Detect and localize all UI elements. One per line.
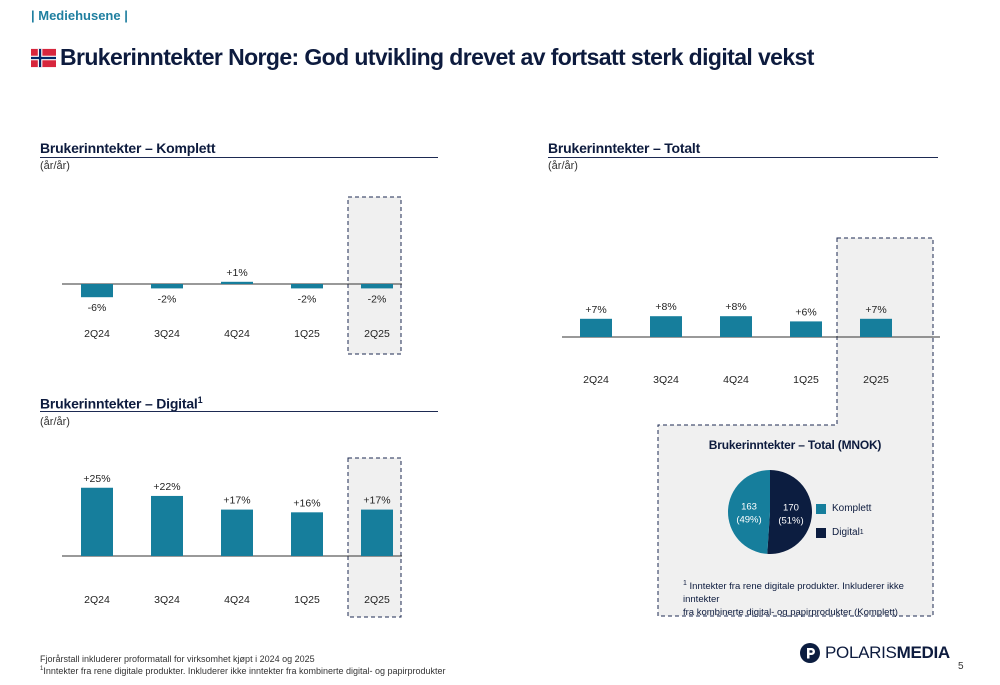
- data-label-3Q24: +22%: [153, 481, 180, 493]
- category-label-2Q25: 2Q25: [863, 374, 889, 386]
- pie-slice-komplett: [728, 470, 770, 554]
- footnote-proforma: Fjorårstall inkluderer proformatall for …: [40, 654, 315, 664]
- data-label-4Q24: +8%: [725, 301, 746, 313]
- bar-4Q24: [720, 316, 752, 337]
- polaris-logo-icon: [800, 643, 820, 663]
- legend-label-digital: Digital: [832, 527, 860, 538]
- bar-2Q24: [81, 284, 113, 298]
- legend-swatch-digital: [816, 527, 826, 538]
- chart-title-underline: [40, 411, 438, 412]
- bar-3Q24: [151, 495, 183, 556]
- chart-komplett: -6% 2Q24 -2% 3Q24 +1% 4Q24 -2% 1Q25 -2% 2Q25: [62, 196, 402, 355]
- section-tag: | Mediehusene |: [31, 8, 128, 23]
- data-label-2Q24: +25%: [83, 473, 110, 485]
- data-label-3Q24: +8%: [655, 301, 676, 313]
- category-label-1Q25: 1Q25: [793, 374, 819, 386]
- category-label-1Q25: 1Q25: [294, 594, 320, 606]
- data-label-1Q25: +16%: [293, 497, 320, 509]
- bar-1Q25: [291, 512, 323, 556]
- chart-title-underline: [548, 157, 938, 158]
- category-label-4Q24: 4Q24: [723, 374, 749, 386]
- data-label-4Q24: +1%: [226, 267, 247, 279]
- category-label-3Q24: 3Q24: [154, 328, 180, 340]
- bar-3Q24: [151, 284, 183, 289]
- polaris-media-logo: POLARISMEDIA: [800, 643, 950, 663]
- title-row: Brukerinntekter Norge: God utvikling dre…: [31, 44, 814, 71]
- category-label-2Q25: 2Q25: [364, 328, 390, 340]
- bar-4Q24: [221, 509, 253, 556]
- category-label-2Q24: 2Q24: [583, 374, 609, 386]
- legend-item-komplett: Komplett: [816, 503, 871, 514]
- logo-text-polaris: POLARIS: [825, 643, 897, 662]
- logo-text-media: MEDIA: [896, 643, 951, 662]
- pie-slice-digital: [767, 470, 812, 554]
- data-label-4Q24: +17%: [223, 495, 250, 507]
- pie-chart-title: Brukerinntekter – Total (MNOK): [708, 438, 882, 452]
- category-label-4Q24: 4Q24: [224, 328, 250, 340]
- chart-subtitle-digital: (år/år): [40, 416, 70, 428]
- bar-2Q24: [580, 318, 612, 337]
- chart-title-komplett: Brukerinntekter – Komplett: [40, 140, 216, 156]
- legend-label-komplett: Komplett: [832, 503, 872, 514]
- chart-totalt: +7% 2Q24 +8% 3Q24 +8% 4Q24 +6% 1Q25 +7% 2Q25: [562, 237, 940, 617]
- legend-item-digital: Digital 1: [816, 527, 864, 538]
- pie-value-komplett: 163: [741, 501, 757, 512]
- category-label-1Q25: 1Q25: [294, 328, 320, 340]
- data-label-2Q25: -2%: [368, 293, 387, 305]
- bar-3Q24: [650, 316, 682, 337]
- category-label-2Q24: 2Q24: [84, 594, 110, 606]
- page-title: Brukerinntekter Norge: God utvikling dre…: [60, 44, 814, 70]
- data-label-1Q25: -2%: [298, 293, 317, 305]
- legend-swatch-komplett: [816, 503, 826, 514]
- bar-2Q25: [860, 318, 892, 337]
- chart-digital: +25% 2Q24 +22% 3Q24 +17% 4Q24 +16% 1Q25 +17% 2Q25: [62, 457, 402, 618]
- chart-title-totalt: Brukerinntekter – Totalt: [548, 140, 701, 156]
- footnote-digital: 1Inntekter fra rene digitale produkter. …: [40, 666, 446, 676]
- highlight-box-2Q25: [347, 196, 402, 355]
- pie-pct-digital: (51%): [778, 516, 803, 527]
- bar-1Q25: [790, 321, 822, 337]
- chart-title-digital: Brukerinntekter – Digital1: [40, 395, 203, 412]
- pie-value-digital: 170: [783, 503, 799, 514]
- bar-4Q24: [221, 281, 253, 284]
- bar-2Q25: [361, 284, 393, 289]
- pie-box-note: 1 Inntekter fra rene digitale produkter.…: [683, 580, 904, 619]
- chart-subtitle-totalt: (år/år): [548, 160, 578, 172]
- pie-chart: 170 (51%) 163 (49%): [728, 470, 812, 554]
- data-label-1Q25: +6%: [795, 306, 816, 318]
- data-label-2Q25: +17%: [363, 495, 390, 507]
- category-label-3Q24: 3Q24: [154, 594, 180, 606]
- bar-1Q25: [291, 284, 323, 289]
- bar-2Q25: [361, 509, 393, 556]
- norway-flag-icon: [31, 48, 56, 67]
- category-label-2Q24: 2Q24: [84, 328, 110, 340]
- page-number: 5: [958, 661, 964, 672]
- chart-subtitle-komplett: (år/år): [40, 160, 70, 172]
- data-label-3Q24: -2%: [158, 293, 177, 305]
- category-label-4Q24: 4Q24: [224, 594, 250, 606]
- data-label-2Q24: -6%: [88, 302, 107, 314]
- data-label-2Q25: +7%: [865, 304, 886, 316]
- chart-title-underline: [40, 157, 438, 158]
- category-label-2Q25: 2Q25: [364, 594, 390, 606]
- pie-pct-komplett: (49%): [736, 514, 761, 525]
- category-label-3Q24: 3Q24: [653, 374, 679, 386]
- data-label-2Q24: +7%: [585, 304, 606, 316]
- bar-2Q24: [81, 487, 113, 556]
